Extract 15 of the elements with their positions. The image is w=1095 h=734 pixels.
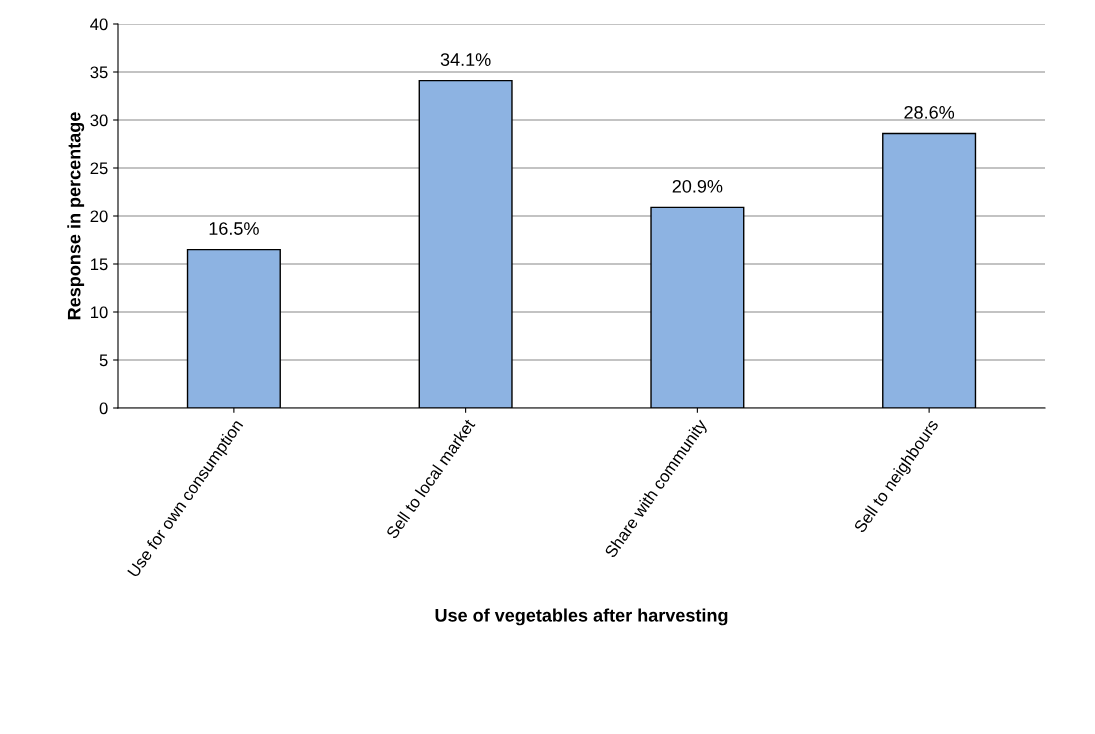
y-tick-label: 25 — [90, 162, 108, 175]
data-label: 34.1% — [440, 53, 491, 66]
y-tick-label: 5 — [99, 354, 108, 367]
data-label: 28.6% — [904, 105, 955, 119]
y-tick-label: 20 — [90, 210, 108, 223]
y-tick-label: 40 — [90, 18, 108, 31]
data-label: 16.5% — [209, 222, 259, 235]
y-tick-label: 30 — [90, 114, 108, 127]
y-tick-label: 15 — [91, 258, 108, 271]
y-tick-label: 0 — [99, 402, 108, 415]
y-tick-label: 35 — [90, 66, 108, 79]
y-tick-label: 10 — [91, 306, 108, 319]
data-label: 20.9% — [672, 179, 723, 193]
y-axis-title: Response in percentage — [67, 112, 85, 320]
x-axis-title: Use of vegetables after harvesting — [435, 608, 728, 626]
